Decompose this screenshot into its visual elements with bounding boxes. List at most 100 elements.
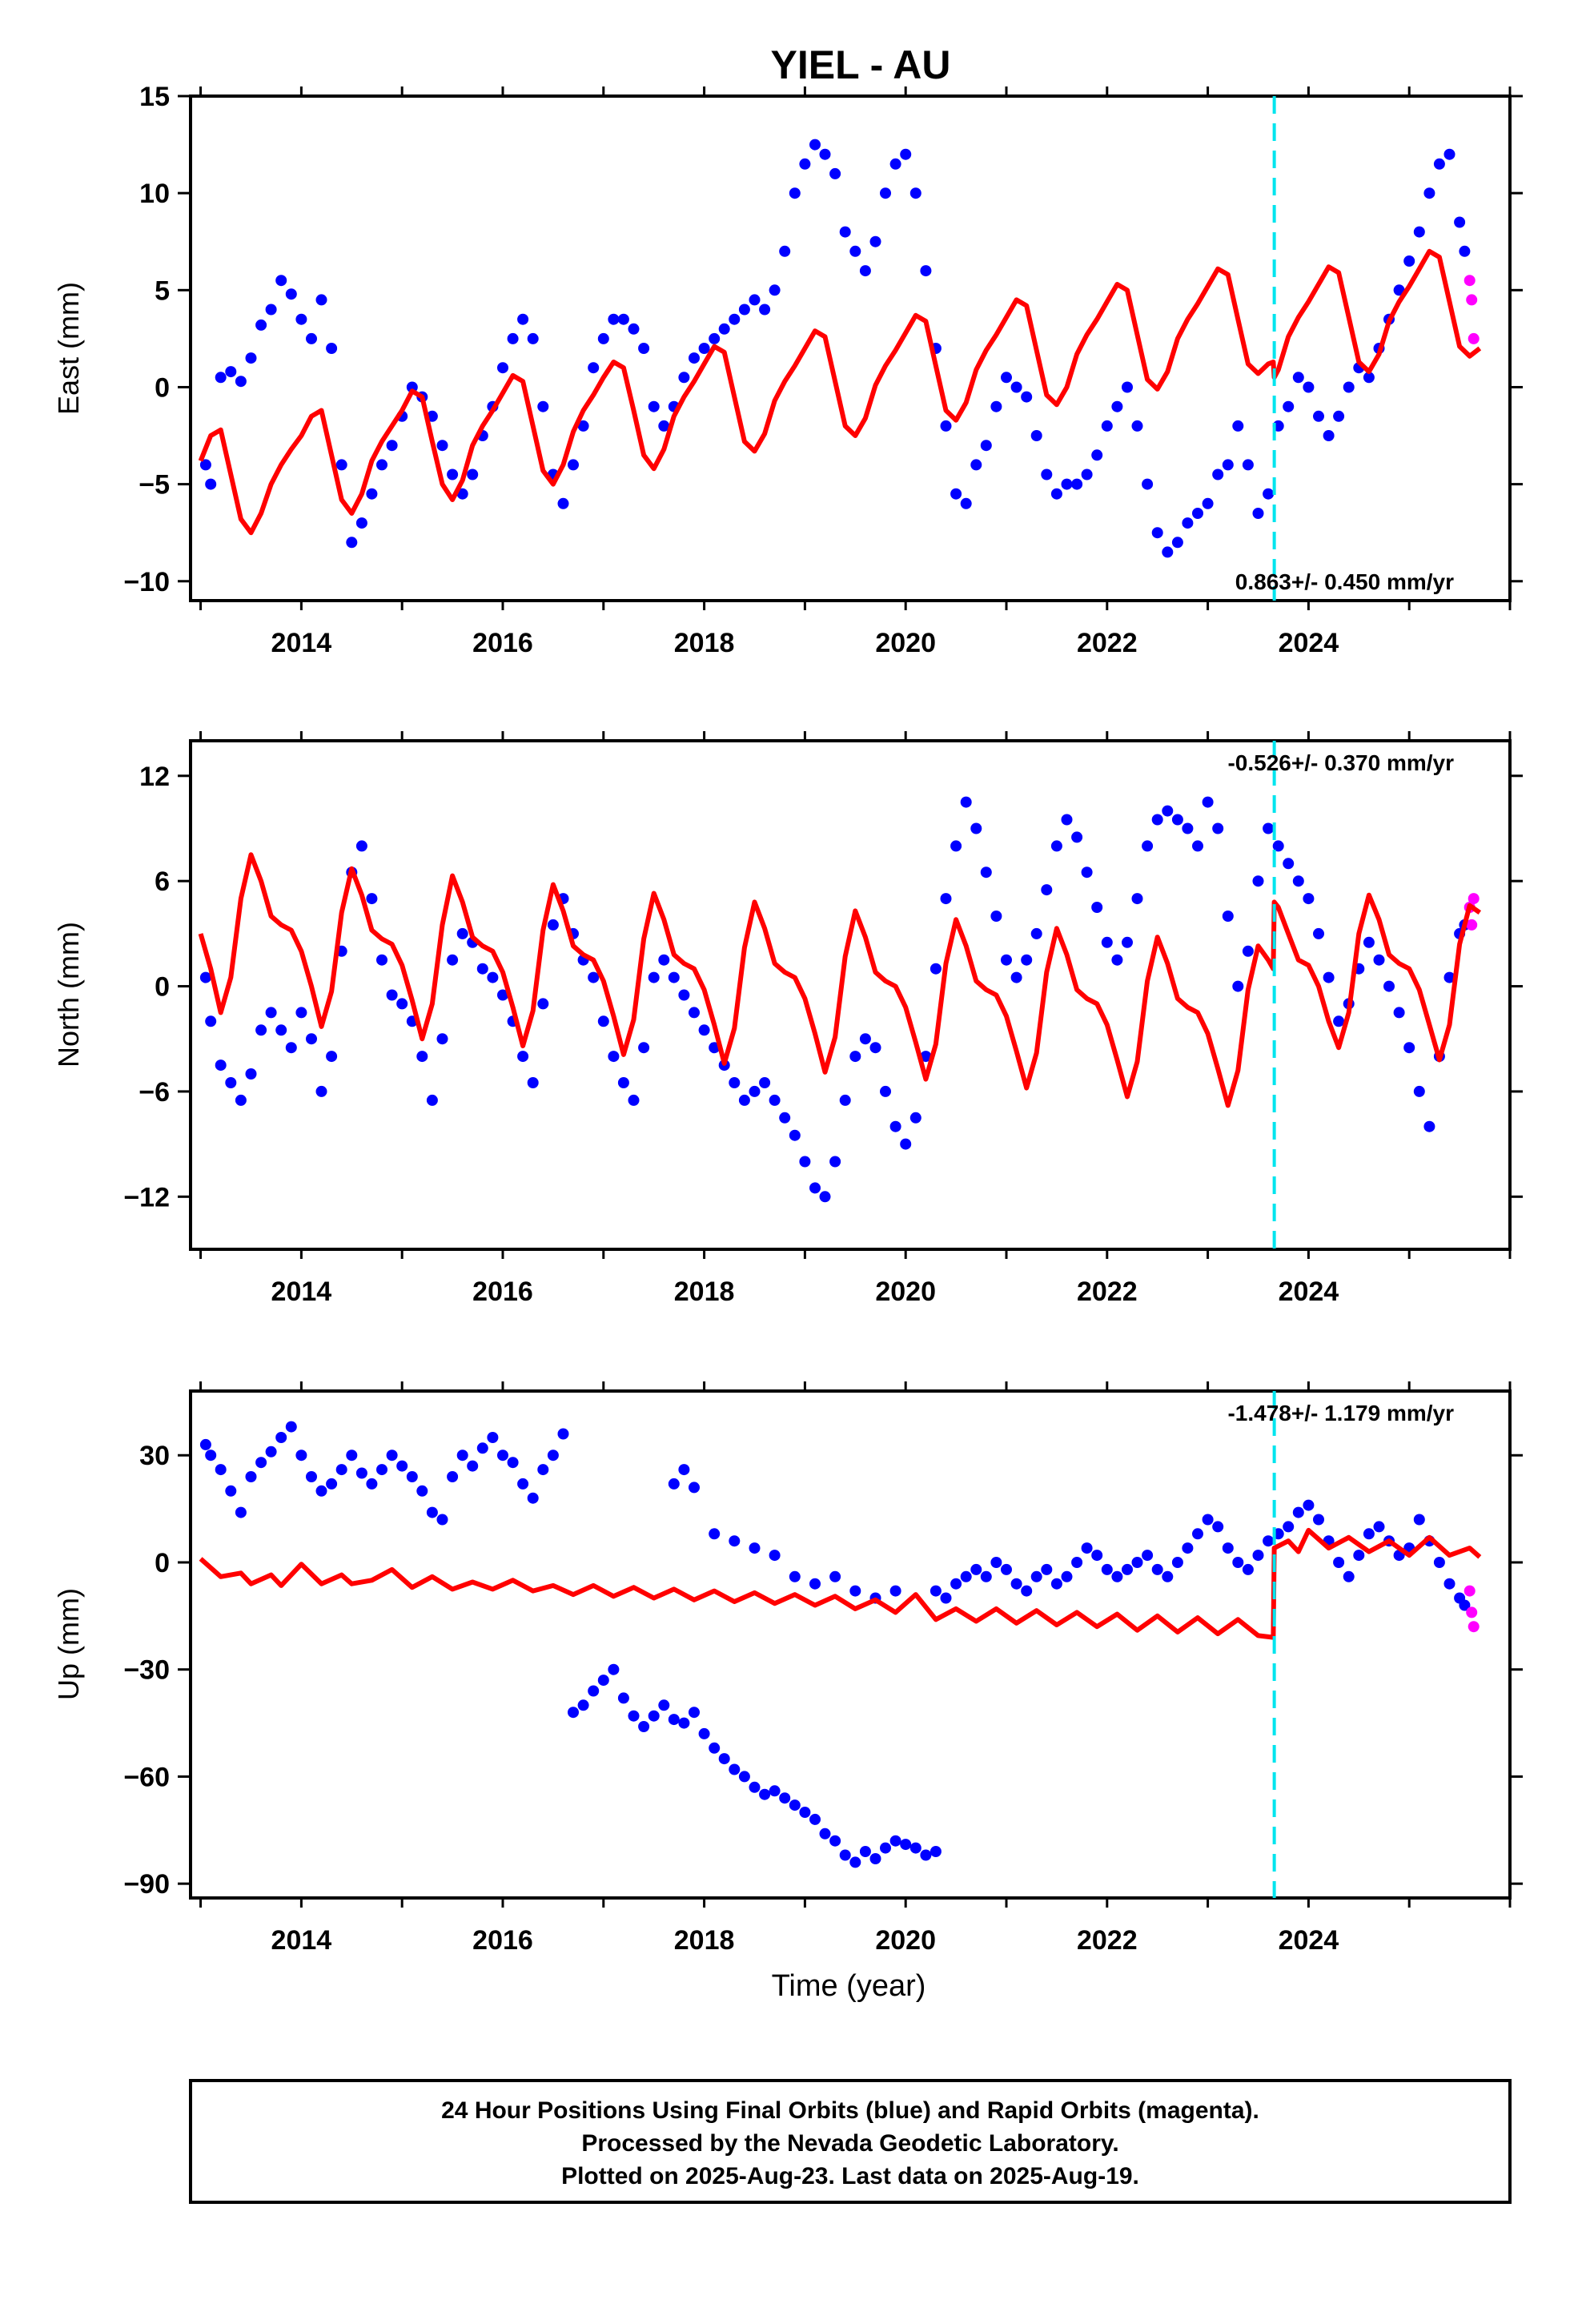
up-final-point — [689, 1482, 700, 1494]
east-final-point — [1252, 508, 1264, 519]
north-final-point — [1252, 875, 1264, 887]
up-final-point — [738, 1771, 750, 1783]
up-final-point — [900, 1839, 912, 1851]
east-final-point — [537, 400, 549, 412]
up-final-point — [1212, 1521, 1224, 1533]
north-final-point — [1323, 971, 1335, 983]
north-final-point — [1192, 840, 1203, 852]
up-final-point — [235, 1506, 247, 1518]
up-final-point — [779, 1792, 791, 1804]
up-final-point — [1010, 1578, 1022, 1590]
up-x-tick-label: 2016 — [472, 1925, 533, 1956]
east-final-point — [849, 245, 861, 257]
north-final-point — [678, 989, 690, 1001]
east-final-point — [386, 440, 398, 452]
north-y-tick-label: −12 — [123, 1182, 170, 1212]
east-final-point — [215, 372, 227, 384]
north-final-point — [527, 1077, 539, 1088]
up-x-tick-label: 2024 — [1279, 1925, 1339, 1956]
east-final-point — [205, 478, 217, 490]
up-final-point — [306, 1471, 317, 1482]
east-final-point — [235, 376, 247, 388]
up-final-point — [930, 1846, 942, 1857]
up-final-point — [809, 1578, 821, 1590]
east-final-point — [789, 187, 801, 199]
east-final-point — [749, 294, 761, 306]
east-final-point — [950, 488, 962, 500]
east-final-point — [628, 323, 640, 335]
north-final-point — [205, 1015, 217, 1027]
up-final-point — [225, 1485, 237, 1497]
north-final-point — [859, 1033, 871, 1045]
east-final-point — [1403, 255, 1415, 267]
north-final-point — [487, 971, 499, 983]
up-final-point — [849, 1856, 861, 1868]
north-final-point — [275, 1024, 287, 1036]
footer-box: 24 Hour Positions Using Final Orbits (bl… — [189, 2079, 1512, 2204]
up-final-point — [617, 1692, 629, 1704]
east-final-point — [1081, 468, 1093, 480]
north-final-point — [889, 1120, 901, 1132]
east-final-point — [1333, 410, 1345, 422]
east-data-layer — [198, 139, 1482, 558]
north-final-point — [1303, 893, 1315, 905]
north-final-point — [456, 927, 468, 939]
north-final-point — [416, 1051, 428, 1063]
north-final-point — [1041, 884, 1053, 896]
north-final-point — [1030, 927, 1042, 939]
north-panel: 2014 2016 2018 2020 2022 2024 −12 −6 0 6 12 North … — [52, 731, 1523, 1307]
east-final-point — [436, 440, 448, 452]
east-final-point — [577, 420, 589, 432]
up-final-point — [447, 1471, 459, 1482]
east-final-point — [285, 288, 297, 300]
north-final-point — [779, 1112, 791, 1124]
north-x-tick-label: 2018 — [674, 1277, 735, 1307]
north-final-point — [1061, 814, 1073, 826]
up-final-point — [366, 1478, 378, 1490]
up-final-point — [1091, 1550, 1103, 1562]
up-final-point — [326, 1478, 338, 1490]
north-final-point — [386, 989, 398, 1001]
up-final-point — [1142, 1550, 1154, 1562]
up-final-point — [648, 1710, 660, 1722]
north-final-point — [1263, 822, 1275, 834]
east-final-point — [709, 332, 721, 344]
north-final-point — [1101, 936, 1113, 948]
east-rapid-point — [1468, 332, 1480, 344]
east-y-tick-label: −10 — [123, 567, 170, 597]
up-final-point — [1081, 1542, 1093, 1554]
north-x-tick-label: 2022 — [1077, 1277, 1138, 1307]
east-final-point — [507, 332, 519, 344]
up-final-point — [689, 1707, 700, 1719]
footer-frame — [189, 2079, 1512, 2204]
up-final-point — [638, 1721, 650, 1732]
up-final-point — [970, 1563, 982, 1575]
east-final-point — [980, 440, 992, 452]
chart-title: YIEL - AU — [770, 42, 950, 87]
east-y-tick-label: 0 — [155, 372, 170, 403]
up-final-point — [537, 1464, 549, 1476]
north-final-point — [839, 1094, 851, 1106]
north-final-point — [1222, 911, 1234, 922]
north-rate-label: -0.526+/- 0.370 mm/yr — [1227, 750, 1454, 775]
east-final-point — [1459, 245, 1471, 257]
up-final-point — [497, 1449, 508, 1462]
up-final-point — [909, 1842, 921, 1854]
up-final-point — [1162, 1570, 1174, 1582]
north-final-point — [1071, 831, 1083, 843]
up-final-point — [436, 1514, 448, 1526]
north-final-point — [1122, 936, 1133, 948]
up-final-point — [507, 1457, 519, 1469]
up-rapid-point — [1464, 1585, 1476, 1597]
up-plot-frame — [189, 1389, 1512, 1900]
north-final-point — [285, 1042, 297, 1054]
up-final-point — [1343, 1570, 1355, 1582]
north-final-point — [315, 1085, 327, 1097]
east-final-point — [1212, 468, 1224, 480]
up-final-point — [265, 1445, 277, 1458]
footer-line-2: Processed by the Nevada Geodetic Laborat… — [581, 2130, 1118, 2157]
up-final-point — [930, 1585, 942, 1597]
north-final-point — [809, 1182, 821, 1194]
up-final-point — [416, 1485, 428, 1497]
up-x-tick-label: 2018 — [674, 1925, 735, 1956]
